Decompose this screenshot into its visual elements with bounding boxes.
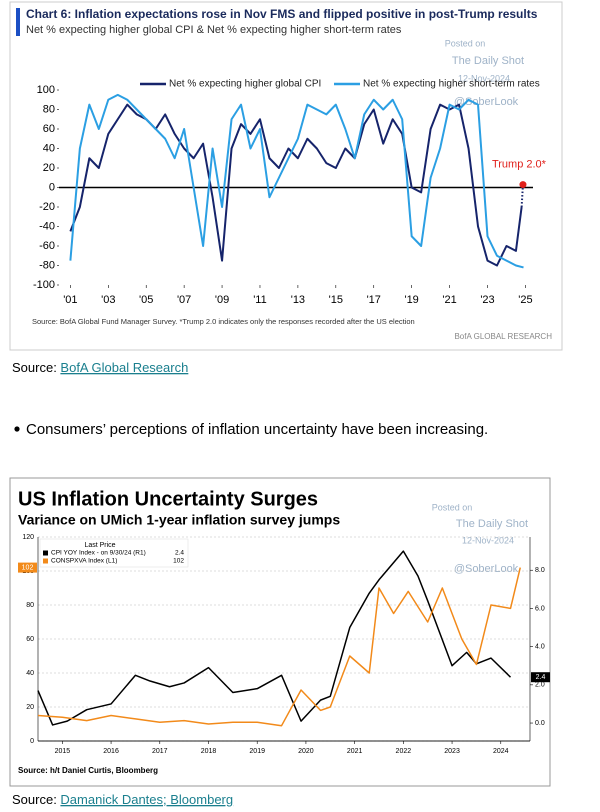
annotation-label: Trump 2.0* bbox=[492, 158, 547, 170]
caption-prefix: Source: bbox=[12, 360, 60, 375]
y-tick-label: 40 bbox=[43, 142, 55, 154]
x-tick-label: 2022 bbox=[396, 748, 412, 755]
watermark-text: The Daily Shot bbox=[452, 55, 524, 67]
y-tick-label: 60 bbox=[43, 123, 55, 135]
watermark-text: 12-Nov-2024 bbox=[462, 535, 514, 545]
legend-value: 102 bbox=[173, 558, 184, 565]
source-link[interactable]: Damanick Dantes; Bloomberg bbox=[60, 792, 233, 807]
legend-value: 2.4 bbox=[175, 550, 184, 557]
legend-title: Last Price bbox=[84, 542, 115, 549]
y2-tick-label: 4.0 bbox=[535, 643, 545, 650]
last-value-label: 102 bbox=[22, 564, 34, 571]
x-tick-label: 2021 bbox=[347, 748, 363, 755]
y2-tick-label: 0.0 bbox=[535, 720, 545, 727]
x-tick-label: 2020 bbox=[298, 748, 314, 755]
watermark-text: @SoberLook bbox=[454, 563, 519, 575]
x-tick-label: 2023 bbox=[444, 748, 460, 755]
last-value-label: 2.4 bbox=[536, 674, 546, 681]
chart-frame bbox=[9, 477, 551, 787]
x-tick-label: '23 bbox=[480, 294, 494, 306]
chart-source: Source: BofA Global Fund Manager Survey.… bbox=[32, 317, 415, 326]
y2-tick-label: 8.0 bbox=[535, 567, 545, 574]
bullet-dot bbox=[14, 426, 20, 432]
x-tick-label: '01 bbox=[63, 294, 77, 306]
legend-label: Net % expecting higher short-term rates bbox=[363, 79, 540, 90]
caption-prefix: Source: bbox=[12, 792, 60, 807]
x-tick-label: '19 bbox=[404, 294, 418, 306]
source-link[interactable]: BofA Global Research bbox=[60, 360, 188, 375]
x-tick-label: '07 bbox=[177, 294, 191, 306]
bullet-text: Consumers’ perceptions of inflation unce… bbox=[26, 421, 488, 438]
y-tick-label: 60 bbox=[26, 636, 34, 643]
caption: Source: Damanick Dantes; Bloomberg bbox=[12, 792, 233, 807]
watermark-text: The Daily Shot bbox=[456, 518, 528, 530]
series-line bbox=[37, 567, 521, 727]
legend-box bbox=[39, 538, 189, 568]
watermark-text: @SoberLook bbox=[454, 96, 519, 108]
x-tick-label: '05 bbox=[139, 294, 153, 306]
last-value-box bbox=[18, 562, 37, 573]
chart-title: Chart 6: Inflation expectations rose in … bbox=[26, 7, 538, 21]
watermark-text: Posted on bbox=[432, 502, 473, 512]
y2-tick-label: 6.0 bbox=[535, 605, 545, 612]
watermark: Posted on The Daily Shot 12-Nov-2024 @So… bbox=[432, 502, 528, 575]
y-tick-label: -20 bbox=[39, 201, 55, 213]
x-tick-label: 2018 bbox=[201, 748, 217, 755]
y-tick-label: 20 bbox=[43, 162, 55, 174]
x-tick-label: '03 bbox=[101, 294, 115, 306]
x-tick-label: 2015 bbox=[55, 748, 71, 755]
y-tick-label: 100 bbox=[37, 84, 55, 96]
x-tick-label: 2024 bbox=[493, 748, 509, 755]
x-tick-label: '11 bbox=[253, 294, 267, 306]
x-tick-label: '17 bbox=[367, 294, 381, 306]
legend-swatch bbox=[43, 558, 48, 564]
y-tick-label: -60 bbox=[39, 240, 55, 252]
chart-frame bbox=[9, 1, 563, 351]
series-line bbox=[37, 550, 512, 726]
chart-subtitle: Net % expecting higher global CPI & Net … bbox=[26, 24, 402, 36]
legend-label: Net % expecting higher global CPI bbox=[169, 79, 321, 90]
brand: BofA GLOBAL RESEARCH bbox=[454, 332, 552, 341]
last-value-box bbox=[531, 672, 550, 683]
x-tick-label: '13 bbox=[291, 294, 305, 306]
y-tick-label: 80 bbox=[43, 103, 55, 115]
title-bar bbox=[16, 8, 20, 36]
series-line bbox=[69, 93, 524, 269]
y-tick-label: 20 bbox=[26, 704, 34, 711]
x-tick-label: '25 bbox=[518, 294, 532, 306]
chart-source: Source: h/t Daniel Curtis, Bloomberg bbox=[18, 766, 158, 775]
x-tick-label: '15 bbox=[329, 294, 343, 306]
legend-swatch bbox=[43, 550, 48, 556]
caption: Source: BofA Global Research bbox=[12, 360, 188, 375]
y-tick-label: 0 bbox=[49, 181, 55, 193]
x-tick-label: 2019 bbox=[249, 748, 265, 755]
watermark: Posted on The Daily Shot 12-Nov-2024 @So… bbox=[445, 38, 524, 108]
y-tick-label: 80 bbox=[26, 602, 34, 609]
y-tick-label: 120 bbox=[22, 534, 34, 541]
annotation-point bbox=[519, 181, 527, 189]
y-tick-label: 0 bbox=[30, 738, 34, 745]
chart-subtitle: Variance on UMich 1-year inflation surve… bbox=[18, 512, 340, 528]
x-tick-label: 2017 bbox=[152, 748, 168, 755]
x-tick-label: '21 bbox=[442, 294, 456, 306]
y-tick-label: -40 bbox=[39, 220, 55, 232]
x-tick-label: 2016 bbox=[103, 748, 119, 755]
y-tick-label: -100 bbox=[33, 279, 55, 291]
chart-title: US Inflation Uncertainty Surges bbox=[18, 488, 318, 510]
legend-label: CONSPXVA Index (L1) bbox=[51, 558, 117, 565]
x-tick-label: '09 bbox=[215, 294, 229, 306]
annotation-link bbox=[520, 184, 524, 208]
watermark-text: Posted on bbox=[445, 38, 486, 48]
y-tick-label: 40 bbox=[26, 670, 34, 677]
y-tick-label: -80 bbox=[39, 259, 55, 271]
legend-label: CPI YOY Index - on 9/30/24 (R1) bbox=[51, 550, 146, 557]
watermark-text: 12-Nov-2024 bbox=[458, 73, 510, 83]
y2-tick-label: 2.0 bbox=[535, 682, 545, 689]
